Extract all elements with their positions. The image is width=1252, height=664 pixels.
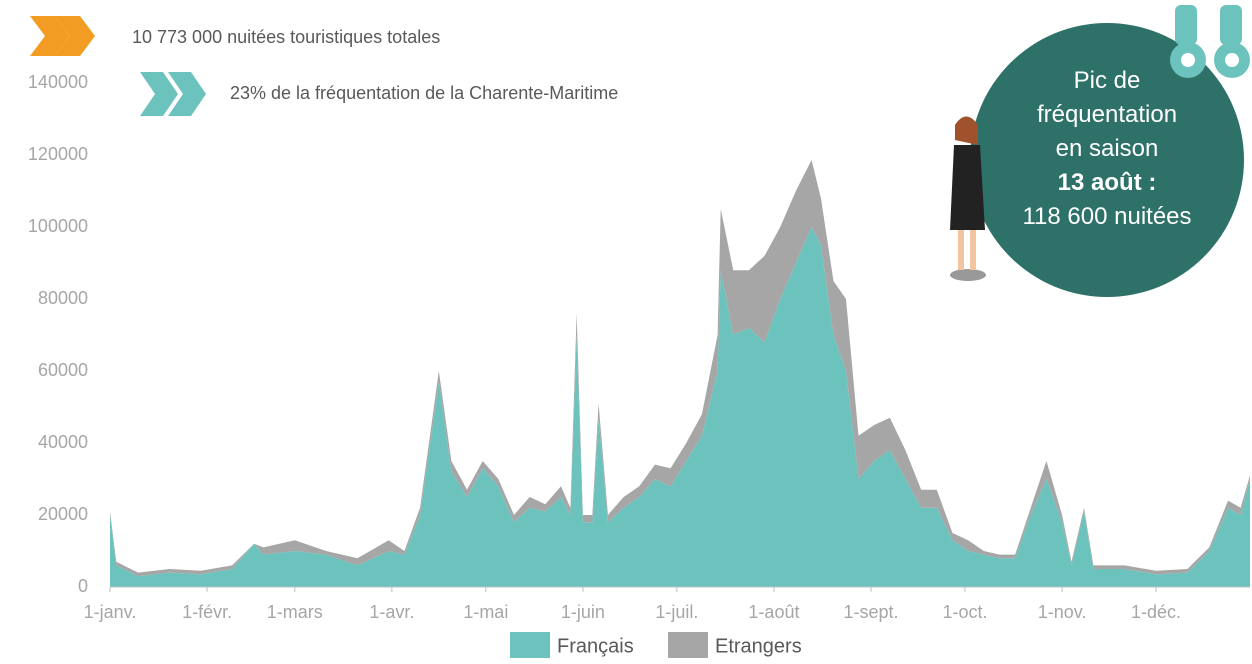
y-tick-label: 80000	[38, 288, 88, 308]
y-tick-label: 120000	[28, 144, 88, 164]
x-tick-label: 1-nov.	[1038, 602, 1087, 622]
chevron	[140, 72, 178, 116]
legend-label: Etrangers	[715, 635, 802, 657]
legend-label: Français	[557, 635, 634, 657]
y-tick-label: 20000	[38, 504, 88, 524]
binoculars	[1170, 5, 1250, 78]
x-tick-label: 1-janv.	[84, 602, 137, 622]
chart: 10 773 000 nuitées touristiques totales …	[0, 0, 1252, 659]
x-tick-label: 1-mars	[267, 602, 323, 622]
info-text: 23% de la fréquentation de la Charente-M…	[230, 83, 618, 103]
callout-line: 118 600 nuitées	[1022, 203, 1191, 230]
x-tick-label: 1-avr.	[369, 602, 414, 622]
info-text: 10 773 000 nuitées touristiques totales	[132, 27, 440, 47]
x-tick-label: 1-oct.	[942, 602, 987, 622]
x-tick-label: 1-juin	[561, 602, 605, 622]
y-tick-label: 140000	[28, 72, 88, 92]
callout-line: Pic de	[1074, 67, 1141, 94]
callout-line: en saison	[1056, 135, 1159, 162]
x-tick-label: 1-juil.	[655, 602, 698, 622]
x-tick-label: 1-août	[748, 602, 799, 622]
x-tick-label: 1-févr.	[182, 602, 232, 622]
x-tick-label: 1-déc.	[1131, 602, 1181, 622]
callout-line: 13 août :	[1058, 169, 1157, 196]
x-tick-label: 1-mai	[463, 602, 508, 622]
y-tick-label: 60000	[38, 360, 88, 380]
x-tick-label: 1-sept.	[844, 602, 899, 622]
y-tick-label: 0	[78, 576, 88, 596]
callout-line: fréquentation	[1037, 101, 1177, 128]
legend-swatch	[510, 632, 550, 658]
legend-swatch	[668, 632, 708, 658]
y-tick-label: 40000	[38, 432, 88, 452]
y-tick-label: 100000	[28, 216, 88, 236]
